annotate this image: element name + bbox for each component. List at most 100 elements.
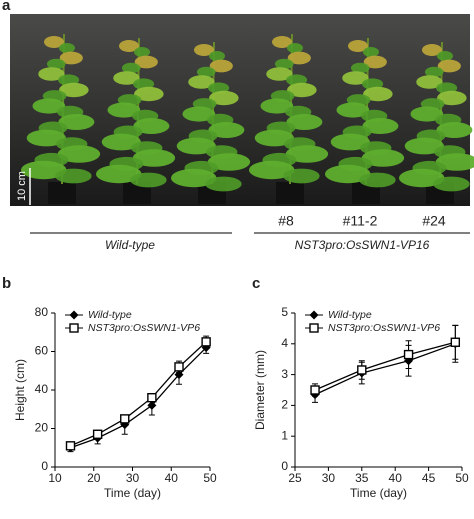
leaf [209, 59, 233, 73]
leaf [272, 36, 292, 48]
leaf [287, 51, 311, 65]
leaf [101, 133, 141, 151]
leaf [260, 98, 294, 114]
scale-bar-label: 10 cm [16, 171, 28, 201]
leaf [254, 129, 294, 147]
leaf [209, 51, 225, 61]
leaf [209, 90, 239, 106]
marker [92, 429, 103, 439]
leaf [207, 153, 251, 171]
leaf [437, 90, 467, 106]
x-tick-label: 30 [126, 471, 140, 485]
leaf [113, 71, 140, 85]
leaf [134, 86, 164, 102]
legend-marker [309, 323, 319, 333]
leaf [46, 58, 66, 70]
leaf [410, 106, 444, 122]
leaf [32, 98, 66, 114]
leaf [286, 114, 323, 130]
leaf [436, 122, 473, 138]
leaf [336, 102, 370, 118]
leaf [359, 172, 396, 188]
pot [352, 182, 380, 204]
leaf [363, 47, 379, 57]
y-tick-label: 1 [281, 428, 288, 442]
leaf [248, 160, 295, 180]
leaf [433, 176, 470, 192]
x-tick-label: 40 [165, 471, 179, 485]
leaf [59, 82, 89, 98]
leaf [133, 78, 155, 90]
leaf [121, 62, 141, 74]
leaf [176, 137, 216, 155]
series-line [314, 343, 456, 396]
y-tick-label: 4 [281, 336, 288, 350]
y-tick-label: 0 [281, 459, 288, 473]
leaf [324, 164, 371, 184]
y-tick-label: 5 [281, 305, 288, 319]
leaf [285, 145, 329, 163]
y-axis-label: Diameter (mm) [253, 350, 267, 430]
x-tick-label: 45 [422, 471, 436, 485]
marker [310, 385, 320, 395]
leaf [132, 149, 176, 167]
leaf [363, 86, 393, 102]
leaf [134, 55, 158, 69]
legend-marker [69, 323, 79, 333]
pot [276, 182, 304, 204]
x-axis-label: Time (day) [350, 486, 407, 500]
legend-marker [69, 310, 79, 320]
marker [201, 337, 211, 347]
pot [48, 182, 76, 204]
x-tick-label: 25 [288, 471, 302, 485]
marker [147, 393, 157, 403]
leaf [194, 44, 214, 56]
panel-label: b [2, 275, 11, 292]
legend-label: NST3pro:OsSWN1-VP6 [88, 322, 200, 334]
leaf [362, 118, 399, 134]
line-label: #24 [422, 213, 446, 229]
panel-label: c [252, 275, 260, 292]
marker [120, 414, 130, 424]
y-tick-label: 60 [35, 344, 49, 358]
y-axis-label: Height (cm) [13, 359, 27, 421]
y-tick-label: 80 [35, 305, 49, 319]
leaf [424, 66, 444, 78]
y-tick-label: 2 [281, 398, 288, 412]
leaf [283, 168, 320, 184]
leaf [436, 82, 458, 94]
x-tick-label: 50 [455, 471, 469, 485]
legend-label: Wild-type [88, 309, 132, 321]
leaf [342, 71, 369, 85]
leaf [348, 40, 368, 52]
panel-label: a [2, 0, 11, 14]
x-tick-label: 40 [389, 471, 403, 485]
series-line [314, 341, 456, 391]
leaf [26, 129, 66, 147]
leaf [363, 55, 387, 69]
leaf [362, 78, 384, 90]
leaf [205, 176, 242, 192]
leaf [398, 168, 445, 188]
leaf [196, 66, 216, 78]
series-line [70, 347, 207, 449]
leaf [57, 145, 101, 163]
leaf [55, 168, 92, 184]
leaf [437, 59, 461, 73]
leaf [287, 82, 317, 98]
y-tick-label: 40 [35, 382, 49, 396]
leaf [58, 74, 80, 86]
x-tick-label: 30 [322, 471, 336, 485]
leaf [59, 43, 75, 53]
y-tick-label: 3 [281, 367, 288, 381]
y-tick-label: 0 [41, 459, 48, 473]
marker [65, 441, 76, 451]
marker [450, 337, 461, 347]
leaf [330, 133, 370, 151]
leaf [44, 36, 64, 48]
leaf [170, 168, 217, 188]
leaf [286, 74, 308, 86]
leaf [134, 47, 150, 57]
leaf [95, 164, 142, 184]
